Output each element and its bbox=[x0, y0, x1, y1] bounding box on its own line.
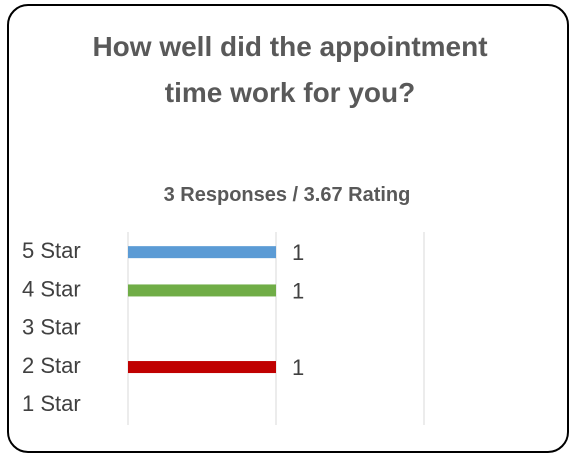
category-label: 2 Star bbox=[22, 353, 81, 378]
bar bbox=[128, 361, 276, 374]
category-label: 3 Star bbox=[22, 315, 81, 340]
value-label: 1 bbox=[292, 355, 304, 380]
chart-subtitle: 3 Responses / 3.67 Rating bbox=[163, 184, 411, 206]
value-label: 1 bbox=[292, 278, 304, 303]
category-label: 1 Star bbox=[22, 391, 81, 416]
chart-title: How well did the appointment time work f… bbox=[92, 31, 488, 108]
card-border bbox=[7, 4, 569, 453]
category-label: 4 Star bbox=[22, 276, 81, 301]
category-label: 5 Star bbox=[22, 238, 81, 263]
value-label: 1 bbox=[292, 240, 304, 265]
bar bbox=[128, 246, 276, 259]
bar bbox=[128, 284, 276, 297]
